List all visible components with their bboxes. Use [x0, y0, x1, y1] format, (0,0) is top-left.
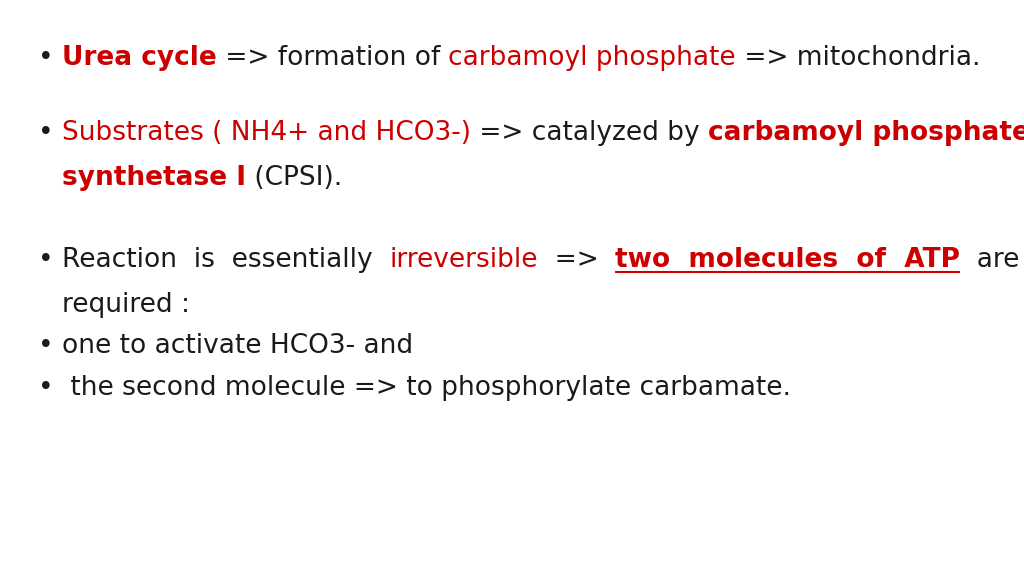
Text: carbamoyl phosphate: carbamoyl phosphate [708, 120, 1024, 146]
Text: =>: => [538, 247, 615, 273]
Text: •: • [38, 45, 53, 71]
Text: •: • [38, 333, 53, 359]
Text: synthetase I: synthetase I [62, 165, 246, 191]
Text: one to activate HCO3- and: one to activate HCO3- and [62, 333, 413, 359]
Text: => mitochondria.: => mitochondria. [736, 45, 981, 71]
Text: the second molecule => to phosphorylate carbamate.: the second molecule => to phosphorylate … [62, 375, 791, 401]
Text: two  molecules  of  ATP: two molecules of ATP [615, 247, 961, 273]
Text: •: • [38, 247, 53, 273]
Text: Urea cycle: Urea cycle [62, 45, 217, 71]
Text: Substrates ( NH4+ and HCO3-): Substrates ( NH4+ and HCO3-) [62, 120, 471, 146]
Text: => formation of: => formation of [217, 45, 449, 71]
Text: (CPSI).: (CPSI). [246, 165, 342, 191]
Text: => catalyzed by: => catalyzed by [471, 120, 708, 146]
Text: •: • [38, 375, 53, 401]
Text: irreversible: irreversible [389, 247, 538, 273]
Text: •: • [38, 120, 53, 146]
Text: carbamoyl phosphate: carbamoyl phosphate [449, 45, 736, 71]
Text: are: are [961, 247, 1020, 273]
Text: required :: required : [62, 292, 190, 318]
Text: Reaction  is  essentially: Reaction is essentially [62, 247, 389, 273]
